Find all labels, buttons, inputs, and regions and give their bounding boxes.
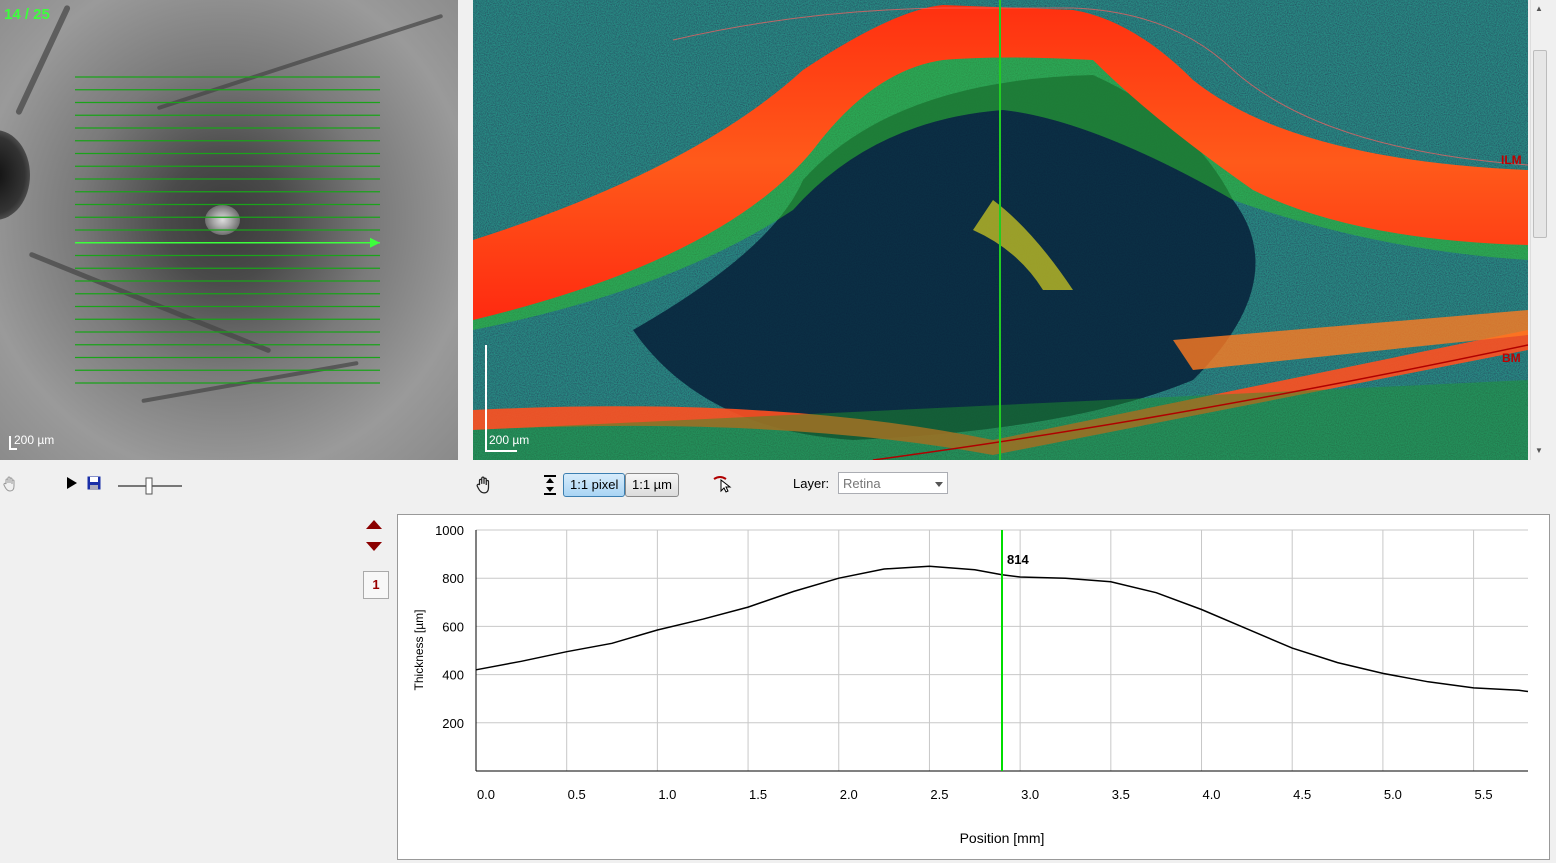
x-tick-label: 3.0 (1021, 787, 1039, 802)
thickness-chart[interactable]: 0.0 0.5 1.0 1.5 2.0 2.5 3.0 3.5 4.0 4.5 5.0 5.5 200 4… (397, 514, 1550, 860)
x-tick-label: 5.0 (1384, 787, 1402, 802)
layer-select[interactable]: Retina (838, 472, 948, 494)
y-tick-label: 200 (442, 716, 464, 731)
x-tick-label: 5.5 (1475, 787, 1493, 802)
oct-vertical-scrollbar[interactable]: ▲ ▼ (1530, 0, 1548, 460)
hand-icon[interactable] (2, 476, 18, 495)
scale-bar (9, 436, 17, 450)
series-number[interactable]: 1 (363, 571, 389, 599)
fit-height-icon[interactable] (542, 474, 558, 499)
y-tick-label: 1000 (435, 523, 464, 538)
cursor-icon[interactable] (712, 475, 732, 496)
scan-line-overlay[interactable] (0, 0, 458, 460)
oct-image (473, 0, 1528, 460)
oct-scale-bar (485, 345, 517, 452)
triangle-down-icon[interactable] (366, 540, 382, 555)
thickness-series-line (475, 565, 1529, 693)
y-tick-label: 800 (442, 571, 464, 586)
triangle-up-icon[interactable] (366, 518, 382, 533)
chart-canvas: 0.0 0.5 1.0 1.5 2.0 2.5 3.0 3.5 4.0 4.5 5.0 5.5 200 4… (412, 523, 1529, 846)
scrollbar-thumb[interactable] (1533, 50, 1547, 238)
x-axis-label: Position [mm] (960, 830, 1045, 846)
x-tick-label: 0.5 (568, 787, 586, 802)
scroll-down-icon[interactable]: ▼ (1535, 446, 1543, 455)
save-icon[interactable] (87, 476, 101, 493)
oct-scale-label: 200 µm (489, 433, 530, 447)
fundus-scale-label: 200 µm (14, 433, 55, 447)
hand-icon[interactable] (475, 476, 493, 497)
layer-select-value: Retina (843, 476, 881, 491)
slice-counter: 14 / 25 (4, 6, 50, 23)
bm-label: BM (1502, 351, 1521, 365)
x-tick-label: 1.5 (749, 787, 767, 802)
x-tick-label: 0.0 (477, 787, 495, 802)
x-tick-label: 4.5 (1293, 787, 1311, 802)
x-tick-label: 4.0 (1202, 787, 1220, 802)
fundus-image[interactable]: 14 / 25 200 µm (0, 0, 458, 460)
ilm-label: ILM (1501, 153, 1522, 167)
scan-direction-arrow-icon (370, 237, 380, 248)
chevron-down-icon[interactable] (935, 482, 943, 487)
x-tick-label: 2.0 (840, 787, 858, 802)
y-tick-label: 600 (442, 619, 464, 634)
y-axis-label: Thickness [µm] (412, 610, 426, 691)
layer-label: Layer: (793, 476, 830, 491)
x-tick-label: 3.5 (1112, 787, 1130, 802)
y-tick-label: 400 (442, 668, 464, 683)
x-tick-label: 1.0 (658, 787, 676, 802)
play-icon[interactable] (66, 476, 78, 493)
slider-icon[interactable] (116, 476, 184, 499)
oct-bscan[interactable]: ILM BM 200 µm (473, 0, 1528, 460)
x-tick-label: 2.5 (930, 787, 948, 802)
scroll-up-icon[interactable]: ▲ (1535, 4, 1543, 13)
one-to-one-um-button[interactable]: 1:1 µm (625, 473, 680, 497)
cursor-value-label: 814 (1007, 552, 1029, 567)
one-to-one-pixel-button[interactable]: 1:1 pixel (563, 473, 626, 497)
